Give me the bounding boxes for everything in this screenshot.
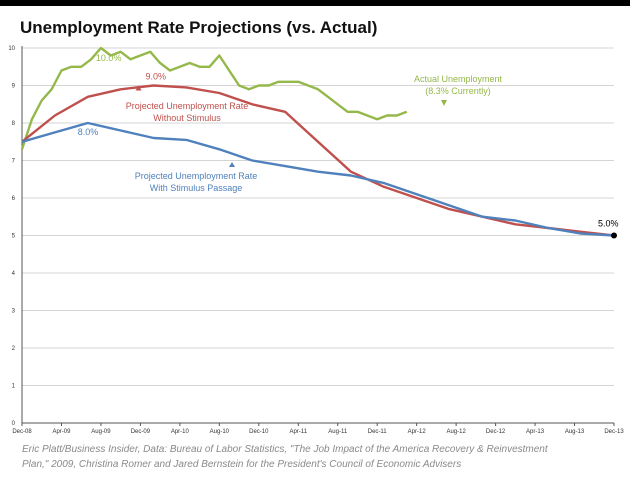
y-tick-label: 6	[12, 196, 16, 202]
x-tick-label: Dec-13	[604, 429, 624, 435]
annotations: 10.0% 9.0% 8.0% 5.0% Actual Unemployment (8.3…	[78, 53, 619, 239]
y-tick-label: 10	[8, 46, 15, 52]
chart-title: Unemployment Rate Projections (vs. Actua…	[20, 18, 378, 37]
y-tick-label: 0	[12, 421, 16, 427]
end-point-dot	[611, 232, 617, 239]
source-line-2: Plan," 2009, Christina Romer and Jared B…	[22, 459, 462, 470]
y-tick-label: 2	[12, 346, 16, 352]
top-border	[0, 0, 630, 6]
series-line-actual	[20, 46, 408, 150]
y-tick-labels: 0 1 2 3 4 5 6 7 8 9 10	[8, 46, 15, 427]
annotation-5-pct: 5.0%	[598, 219, 619, 229]
x-tick-label: Apr-13	[526, 429, 545, 435]
x-tick-label: Dec-08	[12, 429, 32, 435]
x-tick-label: Aug-09	[91, 429, 111, 435]
y-tick-label: 7	[12, 159, 16, 165]
annotation-9-pct: 9.0%	[146, 72, 167, 82]
label-without-line-1: Projected Unemployment Rate	[126, 101, 249, 111]
y-tick-label: 8	[12, 121, 16, 127]
x-tick-label: Apr-10	[171, 429, 190, 435]
marker-with-stimulus	[229, 162, 235, 167]
y-tick-label: 4	[12, 271, 16, 277]
x-tick-label: Apr-11	[289, 429, 307, 435]
x-tick-label: Dec-10	[249, 429, 269, 435]
x-tick-label: Aug-13	[565, 429, 585, 435]
y-tick-label: 1	[12, 384, 16, 390]
label-actual-line-2: (8.3% Currently)	[425, 86, 491, 96]
x-tick-label: Aug-10	[210, 429, 230, 435]
annotation-8-pct: 8.0%	[78, 127, 99, 137]
label-actual-line-1: Actual Unemployment	[414, 74, 503, 84]
x-tick-label: Dec-12	[486, 429, 506, 435]
x-tick-labels: Dec-08 Apr-09 Aug-09 Dec-09 Apr-10 Aug-10 Dec-…	[12, 423, 624, 435]
annotation-10-pct: 10.0%	[96, 53, 122, 63]
marker-9-pct	[135, 85, 142, 91]
x-tick-label: Dec-11	[368, 429, 388, 435]
x-tick-label: Apr-12	[408, 429, 427, 435]
source-line-1: Eric Platt/Business Insider, Data: Burea…	[22, 444, 548, 455]
x-tick-label: Aug-12	[446, 429, 466, 435]
label-with-line-1: Projected Unemployment Rate	[135, 171, 258, 181]
source-note: Eric Platt/Business Insider, Data: Burea…	[22, 442, 617, 472]
x-tick-label: Apr-09	[52, 429, 71, 435]
series-line-without-stimulus	[21, 84, 615, 237]
y-tick-label: 9	[12, 84, 16, 90]
series-lines	[20, 46, 615, 237]
y-tick-label: 5	[12, 234, 16, 240]
gridlines	[21, 46, 614, 424]
y-tick-label: 3	[12, 309, 16, 315]
x-tick-label: Dec-09	[131, 429, 151, 435]
series-line-with-stimulus	[21, 121, 615, 237]
marker-actual	[441, 100, 447, 106]
label-with-line-2: With Stimulus Passage	[150, 183, 243, 193]
x-tick-label: Aug-11	[328, 429, 348, 435]
label-without-line-2: Without Stimulus	[153, 113, 221, 123]
